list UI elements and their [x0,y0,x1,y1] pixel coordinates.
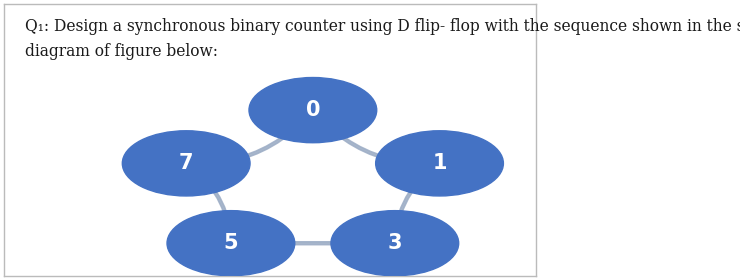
Text: 1: 1 [432,153,447,173]
FancyArrowPatch shape [250,238,375,249]
Circle shape [167,211,295,276]
Text: 7: 7 [179,153,193,173]
Text: Q₁: Design a synchronous binary counter using D flip- flop with the sequence sho: Q₁: Design a synchronous binary counter … [25,18,740,60]
Circle shape [249,78,377,143]
Text: 0: 0 [306,100,320,120]
FancyArrowPatch shape [326,123,420,168]
Circle shape [122,131,250,196]
FancyArrowPatch shape [395,174,426,224]
Text: 5: 5 [223,233,238,253]
Text: 3: 3 [388,233,402,253]
FancyArrowPatch shape [206,124,300,165]
FancyArrowPatch shape [201,176,229,224]
Circle shape [331,211,459,276]
Circle shape [376,131,503,196]
